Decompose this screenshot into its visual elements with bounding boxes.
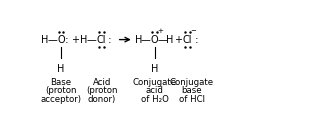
Text: O: O — [57, 35, 65, 45]
Text: (proton: (proton — [86, 86, 117, 95]
Text: acid: acid — [146, 86, 163, 95]
Text: Conjugate: Conjugate — [170, 78, 214, 87]
Text: acceptor): acceptor) — [40, 95, 81, 104]
Text: of H₂O: of H₂O — [141, 95, 168, 104]
Text: Acid: Acid — [93, 78, 111, 87]
Text: H: H — [167, 35, 174, 45]
Text: :: : — [108, 35, 112, 45]
Text: (proton: (proton — [45, 86, 77, 95]
Text: Cl: Cl — [183, 35, 192, 45]
Text: —: — — [86, 35, 96, 45]
Text: Cl: Cl — [97, 35, 106, 45]
Text: −: − — [190, 27, 196, 34]
Text: H: H — [41, 35, 48, 45]
Text: H: H — [80, 35, 88, 45]
Text: :: : — [194, 35, 198, 45]
Text: H: H — [151, 64, 158, 74]
Text: base: base — [182, 86, 202, 95]
Text: —: — — [141, 35, 151, 45]
Text: donor): donor) — [88, 95, 116, 104]
Text: :: : — [65, 35, 69, 45]
Text: +: + — [157, 27, 163, 34]
Text: Conjugate: Conjugate — [132, 78, 177, 87]
Text: —: — — [158, 35, 168, 45]
Text: of HCl: of HCl — [179, 95, 205, 104]
Text: +: + — [174, 35, 182, 45]
Text: H: H — [57, 64, 65, 74]
Text: +: + — [71, 35, 79, 45]
Text: H: H — [135, 35, 142, 45]
Text: —: — — [47, 35, 57, 45]
Text: Base: Base — [50, 78, 71, 87]
Text: O: O — [151, 35, 158, 45]
